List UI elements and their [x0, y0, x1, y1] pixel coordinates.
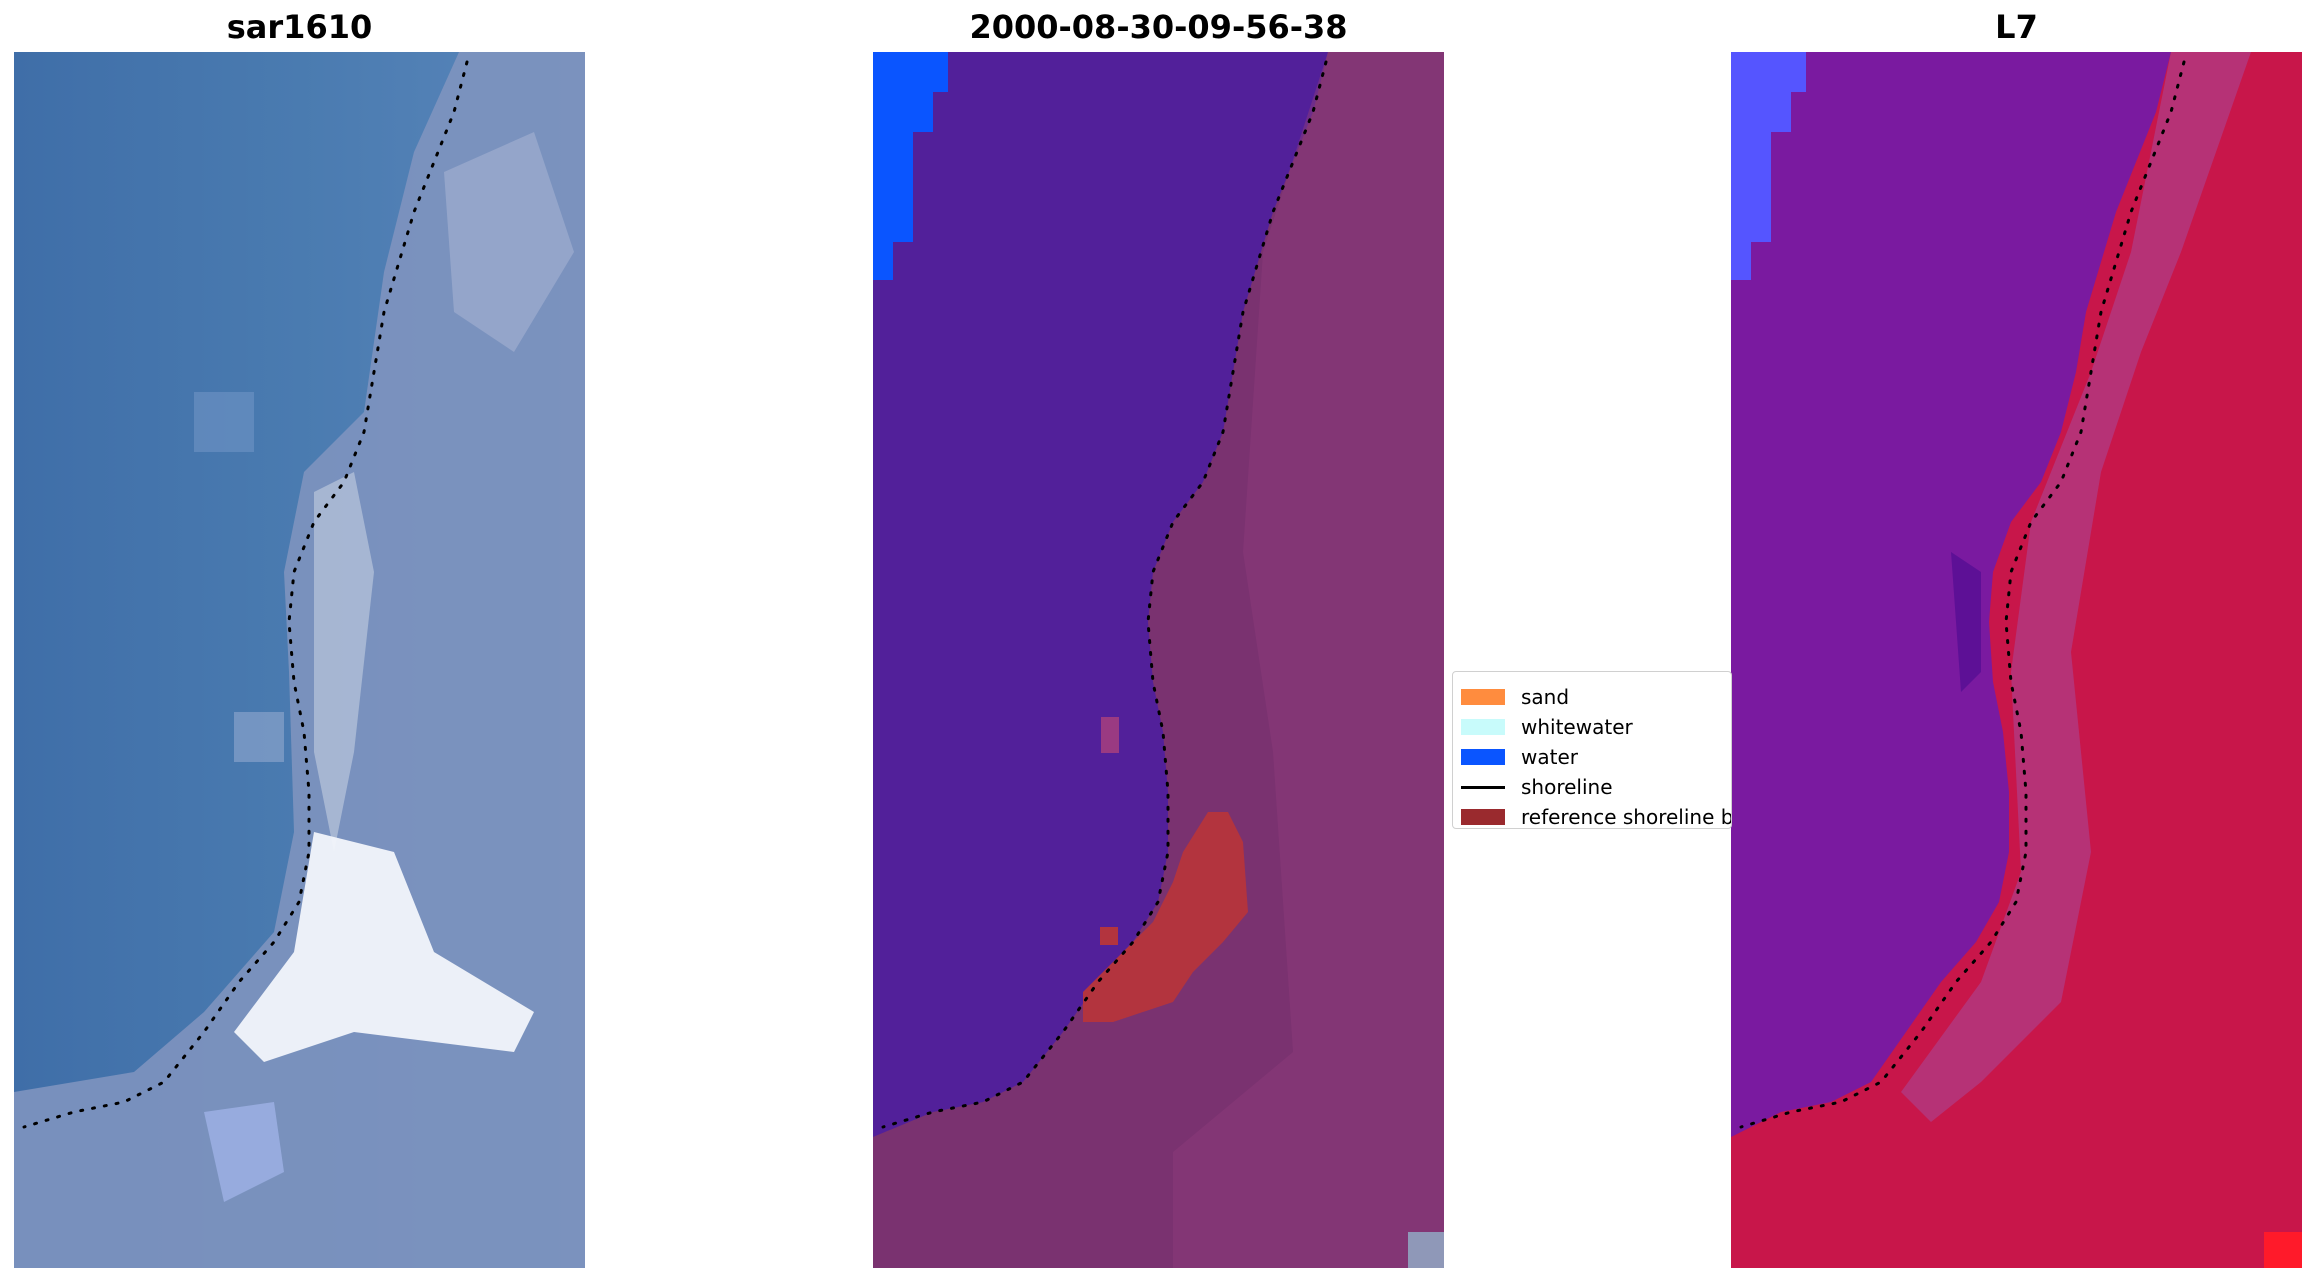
index-image-panel	[1731, 52, 2302, 1268]
legend-label-shoreline: shoreline	[1521, 775, 1613, 799]
classification-image-panel	[873, 52, 1444, 1268]
panel-title-sar: sar1610	[226, 8, 373, 46]
panel-title-index: L7	[1995, 8, 2038, 46]
water-swatch	[1461, 749, 1505, 765]
sand-swatch	[1461, 689, 1505, 705]
legend-label-whitewater: whitewater	[1521, 715, 1633, 739]
legend-item-water: water	[1461, 744, 1578, 770]
legend-item-shoreline: shoreline	[1461, 774, 1613, 800]
reference-buffer-swatch	[1461, 809, 1505, 825]
whitewater-swatch	[1461, 719, 1505, 735]
legend-label-reference-shoreline-buffer: reference shoreline buffer	[1521, 805, 1731, 829]
legend-item-sand: sand	[1461, 684, 1569, 710]
panel-title-classification: 2000-08-30-09-56-38	[969, 8, 1348, 46]
legend-label-water: water	[1521, 745, 1578, 769]
legend-item-reference-shoreline-buffer: reference shoreline buffer	[1461, 804, 1731, 829]
rgb-image-panel	[14, 52, 585, 1268]
legend: sand whitewater water shoreline referenc…	[1452, 671, 1732, 829]
legend-item-whitewater: whitewater	[1461, 714, 1633, 740]
classification-image	[873, 52, 1444, 1268]
legend-label-sand: sand	[1521, 685, 1570, 709]
index-image	[1731, 52, 2302, 1268]
shoreline-line-swatch	[1461, 785, 1505, 789]
rgb-image	[14, 52, 585, 1268]
